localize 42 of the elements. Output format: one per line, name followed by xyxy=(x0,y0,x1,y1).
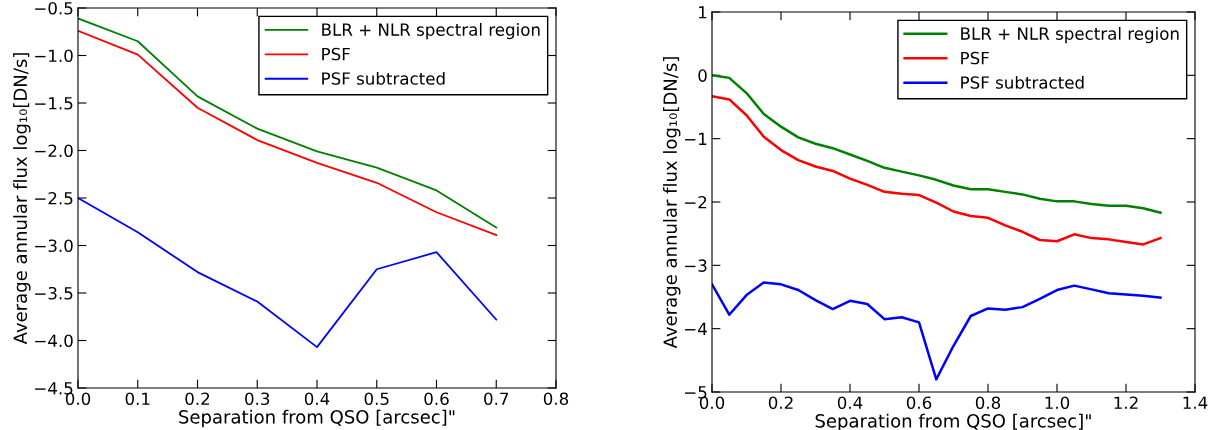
line-series xyxy=(712,281,1162,381)
x-tick-label: 0.6 xyxy=(424,392,449,406)
y-tick-label: 1 xyxy=(699,6,707,19)
legend-label: PSF subtracted xyxy=(322,71,445,85)
y-tick-label: −2.0 xyxy=(35,144,73,158)
y-tick-label: −4 xyxy=(685,322,707,335)
y-tick-label: −2.5 xyxy=(35,191,73,205)
x-tick-label: 0.3 xyxy=(245,392,270,406)
y-axis-title: Average annular flux log₁₀[DN/s] xyxy=(663,57,681,349)
x-tick-label: 1.0 xyxy=(1045,396,1070,410)
x-tick-label: 0.2 xyxy=(185,392,210,406)
y-tick-label: −3.0 xyxy=(35,239,73,253)
x-tick-label: 0.7 xyxy=(484,392,509,406)
x-tick-label: 0.6 xyxy=(906,396,932,410)
x-axis-title: Separation from QSO [arcsec]" xyxy=(179,409,455,428)
y-tick-label: −3 xyxy=(685,259,707,272)
line-series xyxy=(78,197,498,349)
x-tick-label: 0.5 xyxy=(364,392,389,406)
x-tick-label: 0.4 xyxy=(304,392,330,406)
x-tick-label: 0.2 xyxy=(768,396,793,410)
y-tick-label: −1.5 xyxy=(35,97,73,110)
legend-label: PSF xyxy=(961,51,989,65)
y-tick-label: −1.0 xyxy=(35,49,73,63)
x-tick-label: 1.4 xyxy=(1183,396,1208,409)
legend-label: BLR + NLR spectral region xyxy=(322,23,540,40)
x-tick-label: 0.8 xyxy=(975,396,1001,410)
y-tick-label: −3.5 xyxy=(35,286,73,300)
line-series xyxy=(712,94,1162,246)
line-series xyxy=(712,74,1162,215)
legend-label: PSF xyxy=(322,47,350,61)
x-tick-label: 0.8 xyxy=(543,392,569,406)
y-tick-label: 0 xyxy=(698,69,707,82)
y-tick-label: −0.5 xyxy=(35,1,73,15)
y-tick-label: −4.0 xyxy=(35,334,73,348)
x-tick-label: 0.1 xyxy=(125,392,150,406)
y-axis-title: Average annular flux log₁₀[DN/s] xyxy=(13,53,31,345)
x-tick-label: 0.4 xyxy=(837,396,863,410)
x-tick-label: 1.2 xyxy=(1114,396,1138,409)
y-tick-label: −2 xyxy=(685,195,707,209)
y-tick-label: −1 xyxy=(685,132,707,145)
legend-label: BLR + NLR spectral region xyxy=(961,27,1179,44)
legend-label: PSF subtracted xyxy=(961,75,1084,89)
